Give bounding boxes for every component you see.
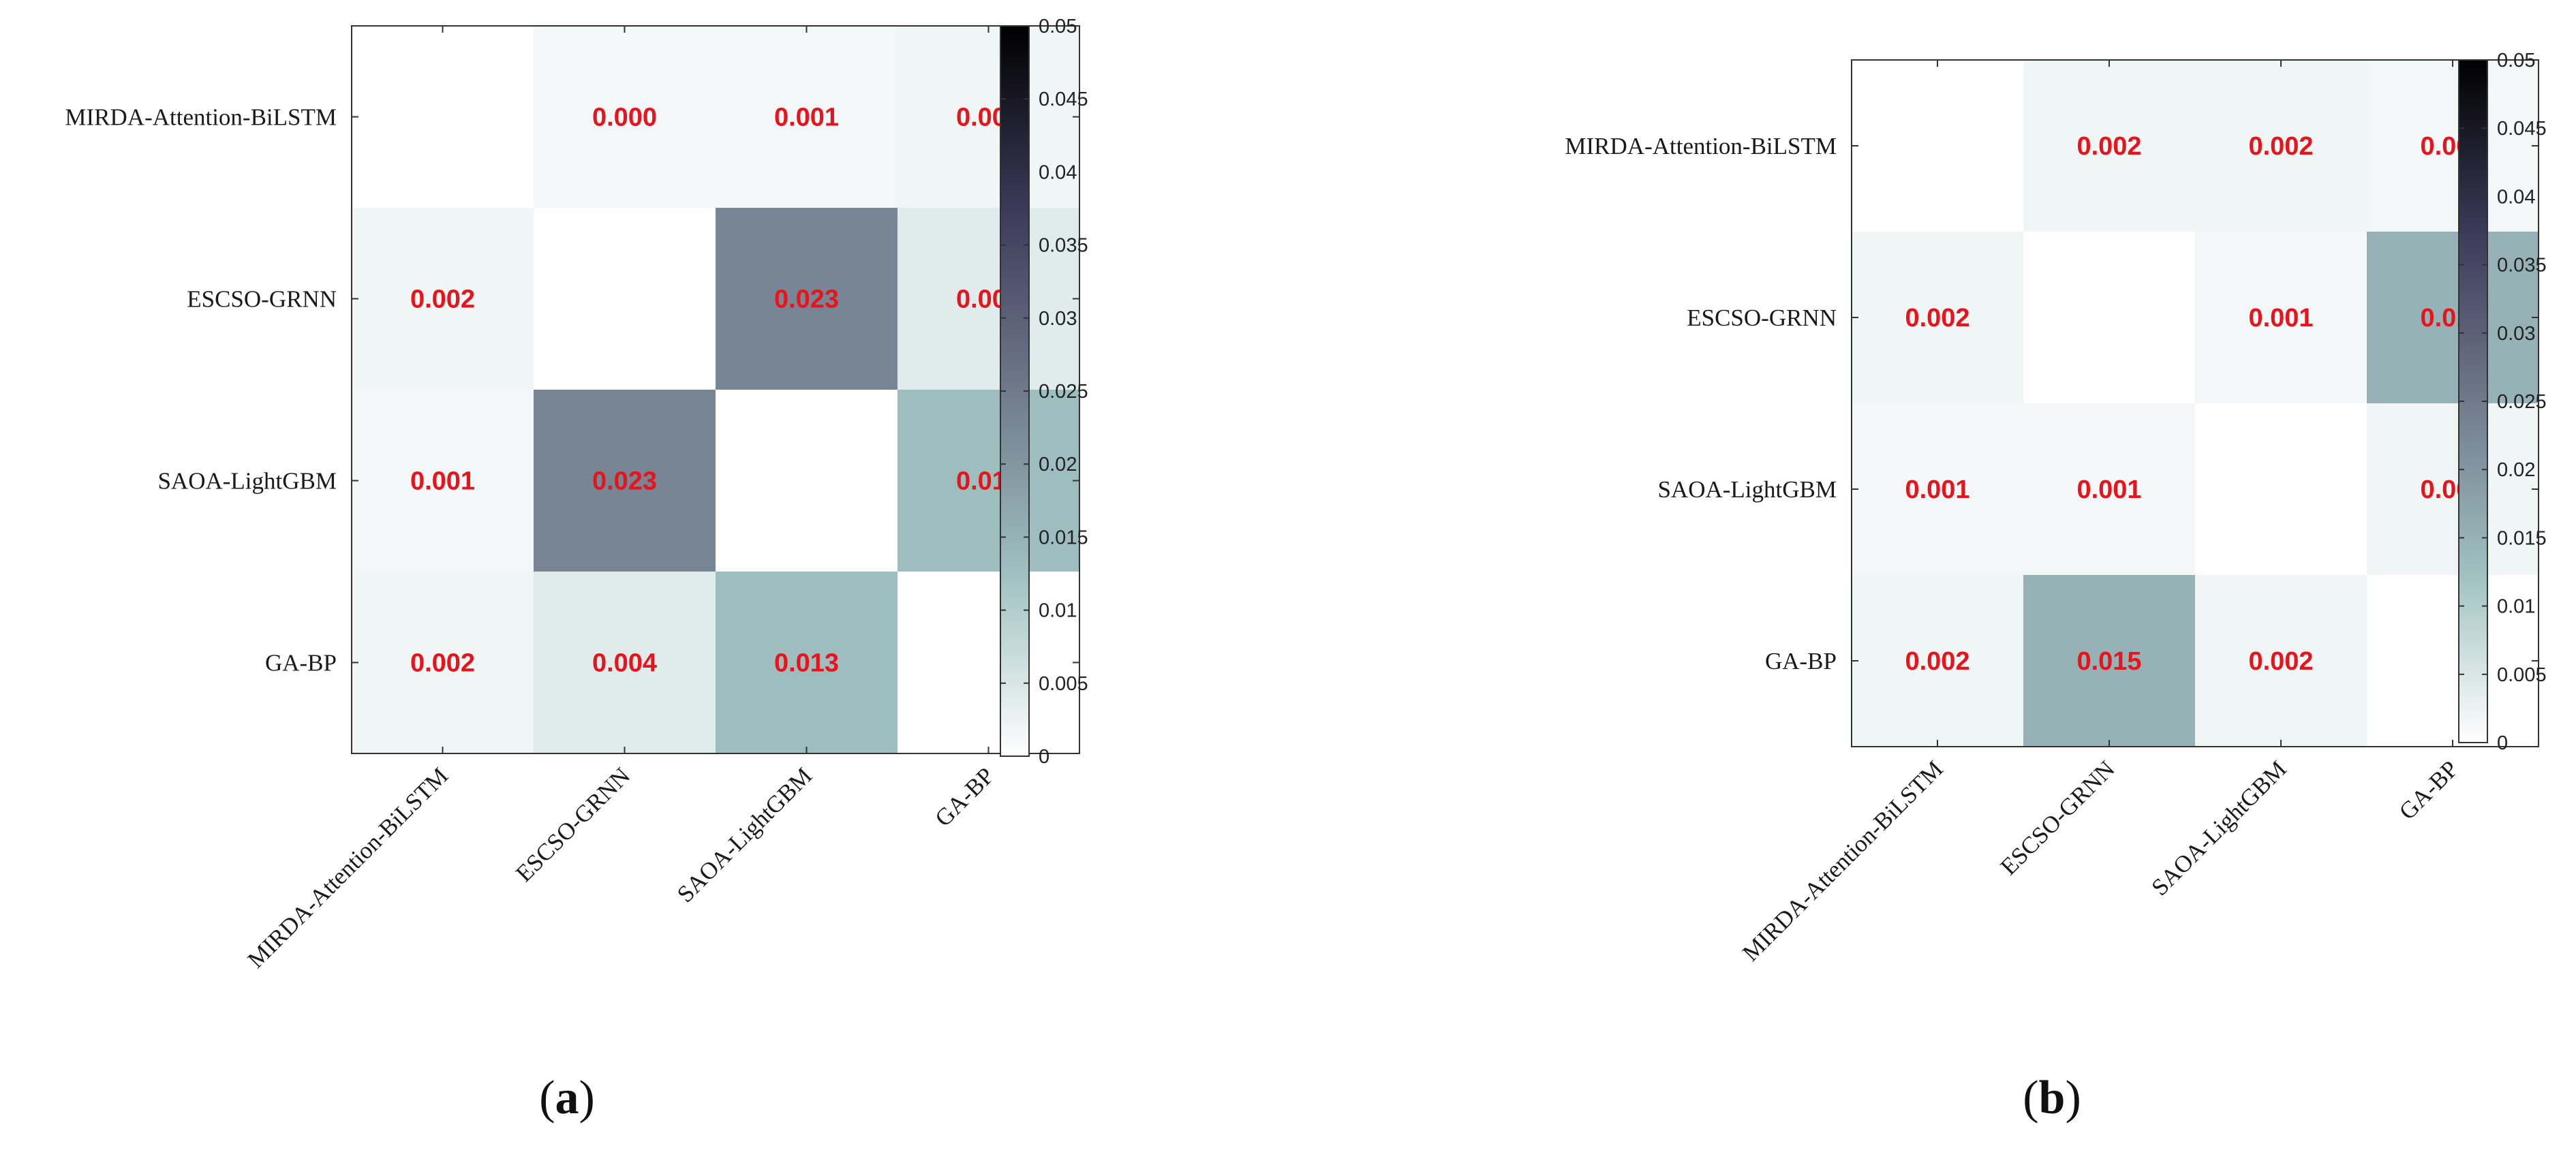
heatmap-cell — [2195, 60, 2367, 232]
panel-label-b: (b) — [2023, 1072, 2081, 1124]
heatmap-cell — [352, 572, 534, 753]
x-tick-label: SAOA-LightGBM — [672, 762, 817, 907]
colorbar-tick-label: 0.035 — [2497, 255, 2547, 277]
heatmap-cell — [898, 390, 1079, 572]
colorbar-tick-label: 0.05 — [2497, 50, 2535, 72]
colorbar-tick-label: 0.01 — [2497, 596, 2535, 618]
y-tick-label: SAOA-LightGBM — [1657, 476, 1837, 503]
heatmap-cell — [898, 26, 1079, 208]
cell-value-label: 0.001 — [774, 104, 839, 132]
heatmap-cell — [534, 572, 716, 753]
colorbar-tick-label: 0.005 — [1039, 673, 1088, 695]
colorbar-tick-label: 0.025 — [1039, 381, 1088, 403]
x-tick-label: ESCSO-GRNN — [1995, 756, 2120, 880]
colorbar-tick-label: 0 — [1039, 746, 1049, 768]
cell-value-label: 0.001 — [410, 467, 475, 496]
cell-value-label: 0.015 — [2076, 647, 2141, 676]
cell-value-label: 0.002 — [1905, 304, 1969, 332]
y-tick-label: MIRDA-Attention-BiLSTM — [65, 104, 337, 131]
heatmap-cell — [898, 572, 1079, 753]
colorbar-tick-label: 0.035 — [1039, 235, 1088, 257]
heatmap-cell — [534, 208, 716, 390]
colorbar-tick-label: 0 — [2497, 732, 2508, 754]
y-tick-label: MIRDA-Attention-BiLSTM — [1565, 133, 1837, 159]
y-tick-label: GA-BP — [1765, 648, 1837, 674]
heatmap-cell — [352, 390, 534, 572]
colorbar-tick-label: 0.03 — [1039, 308, 1077, 330]
heatmap-cell — [1852, 60, 2023, 232]
colorbar-tick-label: 0.015 — [2497, 527, 2547, 549]
heatmap-cell — [2023, 403, 2195, 575]
colorbar-tick-label: 0.045 — [1039, 89, 1088, 110]
colorbar-tick-label: 0.04 — [2497, 186, 2535, 208]
heatmap-cell — [2367, 232, 2539, 403]
heatmap-cell — [534, 26, 716, 208]
cell-value-label: 0.002 — [2076, 132, 2141, 161]
x-tick-label: SAOA-LightGBM — [2146, 756, 2291, 901]
x-tick-label: ESCSO-GRNN — [510, 762, 635, 887]
colorbar: 0 0.005 0.01 0.015 0.02 0.025 0.03 0.035 0.04 0.0… — [2458, 50, 2547, 754]
colorbar-tick-label: 0.02 — [1039, 454, 1077, 476]
heatmap-cell — [716, 208, 898, 390]
heatmap-cell — [2367, 60, 2539, 232]
heatmap-cell — [352, 26, 534, 208]
heatmap-cell — [1852, 403, 2023, 575]
cell-value-label: 0.002 — [410, 285, 475, 314]
x-tick-label: MIRDA-Attention-BiLSTM — [1737, 756, 1948, 966]
cell-value-label: 0.023 — [592, 467, 657, 496]
heatmap-cell — [2195, 575, 2367, 747]
colorbar-tick-label: 0.04 — [1039, 161, 1077, 183]
heatmap-cell — [2195, 403, 2367, 575]
cell-value-label: 0.013 — [774, 649, 839, 678]
axes — [351, 25, 1080, 754]
colorbar-tick-label: 0.01 — [1039, 600, 1077, 622]
heatmap-cell — [2023, 232, 2195, 403]
y-tick-label: ESCSO-GRNN — [187, 286, 337, 313]
cell-value-label: 0.002 — [2248, 132, 2313, 161]
cell-value-label: 0.002 — [1905, 647, 1969, 676]
x-tick-label: GA-BP — [2394, 756, 2464, 825]
cell-value-label: 0.001 — [2076, 476, 2141, 504]
colorbar-tick-label: 0.005 — [2497, 664, 2547, 686]
heatmap-cell — [1852, 575, 2023, 747]
y-tick-label: SAOA-LightGBM — [157, 468, 337, 495]
heatmap-cell — [2023, 60, 2195, 232]
y-tick-label: ESCSO-GRNN — [1687, 305, 1837, 331]
heatmap-cell — [2367, 403, 2539, 575]
heatmap-cell — [2195, 232, 2367, 403]
heatmap-cell — [716, 390, 898, 572]
x-tick-label: MIRDA-Attention-BiLSTM — [243, 762, 453, 973]
colorbar-tick-label: 0.025 — [2497, 391, 2547, 413]
axes — [1851, 59, 2539, 747]
cell-value-label: 0.023 — [774, 285, 839, 314]
heatmap-cell — [2023, 575, 2195, 747]
cell-value-label: 0.002 — [410, 649, 475, 678]
colorbar-tick-label: 0.015 — [1039, 527, 1088, 548]
heatmap-cell — [898, 208, 1079, 390]
y-tick-label: GA-BP — [265, 650, 337, 676]
cell-value-label: 0.002 — [2248, 647, 2313, 676]
cell-value-label: 0.001 — [2248, 304, 2313, 332]
heatmap-a: 0.000 0.001 0.002 0.002 0.023 0.004 0.001 0.023… — [65, 16, 1088, 974]
heatmap-cell — [534, 390, 716, 572]
cell-value-label: 0.001 — [1905, 476, 1969, 504]
colorbar: 0 0.005 0.01 0.015 0.02 0.025 0.03 0.035 0.04 0.0… — [1000, 16, 1088, 768]
colorbar-tick-label: 0.05 — [1039, 16, 1077, 37]
colorbar-tick-label: 0.045 — [2497, 118, 2547, 140]
panel-label-a: (a) — [539, 1072, 595, 1124]
cell-value-label: 0.000 — [592, 104, 657, 132]
heatmap-cell — [716, 572, 898, 753]
cell-value-label: 0.004 — [592, 649, 657, 678]
heatmap-cell — [716, 26, 898, 208]
heatmap-cell — [352, 208, 534, 390]
heatmap-cell — [1852, 232, 2023, 403]
heatmap-cell — [2367, 575, 2539, 747]
colorbar-tick-label: 0.02 — [2497, 459, 2535, 481]
x-tick-label: GA-BP — [930, 762, 999, 832]
colorbar-tick-label: 0.03 — [2497, 323, 2535, 345]
